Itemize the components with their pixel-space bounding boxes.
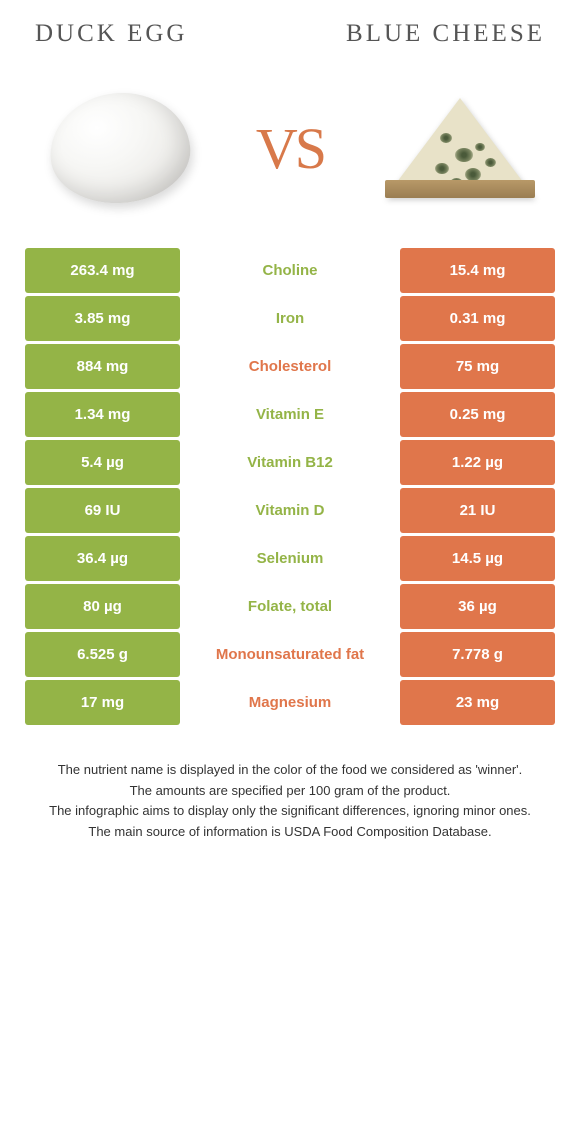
right-value: 0.25 mg (400, 392, 555, 437)
left-value: 36.4 µg (25, 536, 180, 581)
nutrient-label: Choline (180, 262, 400, 279)
table-row: 3.85 mgIron0.31 mg (25, 296, 555, 341)
vs-label: VS (256, 115, 324, 182)
right-value: 75 mg (400, 344, 555, 389)
nutrient-label: Magnesium (180, 694, 400, 711)
right-value: 7.778 g (400, 632, 555, 677)
footnote: The nutrient name is displayed in the co… (35, 760, 545, 780)
right-value: 14.5 µg (400, 536, 555, 581)
nutrient-label: Vitamin E (180, 406, 400, 423)
footnote: The amounts are specified per 100 gram o… (35, 781, 545, 801)
left-value: 1.34 mg (25, 392, 180, 437)
table-row: 80 µgFolate, total36 µg (25, 584, 555, 629)
right-value: 23 mg (400, 680, 555, 725)
right-value: 15.4 mg (400, 248, 555, 293)
left-food-title: Duck egg (35, 20, 187, 48)
nutrient-label: Iron (180, 310, 400, 327)
duck-egg-image (35, 78, 205, 218)
left-value: 3.85 mg (25, 296, 180, 341)
left-value: 6.525 g (25, 632, 180, 677)
nutrient-label: Cholesterol (180, 358, 400, 375)
table-row: 263.4 mgCholine15.4 mg (25, 248, 555, 293)
table-row: 69 IUVitamin D21 IU (25, 488, 555, 533)
footnote: The main source of information is USDA F… (35, 822, 545, 842)
blue-cheese-image (375, 78, 545, 218)
right-food-title: Blue cheese (346, 20, 545, 48)
right-value: 0.31 mg (400, 296, 555, 341)
table-row: 884 mgCholesterol75 mg (25, 344, 555, 389)
right-value: 1.22 µg (400, 440, 555, 485)
nutrient-label: Monounsaturated fat (180, 646, 400, 663)
table-row: 1.34 mgVitamin E0.25 mg (25, 392, 555, 437)
left-value: 884 mg (25, 344, 180, 389)
nutrient-label: Folate, total (180, 598, 400, 615)
nutrient-label: Vitamin D (180, 502, 400, 519)
left-value: 69 IU (25, 488, 180, 533)
comparison-table: 263.4 mgCholine15.4 mg3.85 mgIron0.31 mg… (25, 248, 555, 725)
left-value: 263.4 mg (25, 248, 180, 293)
left-value: 80 µg (25, 584, 180, 629)
table-row: 5.4 µgVitamin B121.22 µg (25, 440, 555, 485)
left-value: 5.4 µg (25, 440, 180, 485)
header: Duck egg Blue cheese (25, 20, 555, 48)
left-value: 17 mg (25, 680, 180, 725)
table-row: 6.525 gMonounsaturated fat7.778 g (25, 632, 555, 677)
image-row: VS (25, 78, 555, 218)
table-row: 36.4 µgSelenium14.5 µg (25, 536, 555, 581)
table-row: 17 mgMagnesium23 mg (25, 680, 555, 725)
footer-notes: The nutrient name is displayed in the co… (25, 760, 555, 841)
footnote: The infographic aims to display only the… (35, 801, 545, 821)
right-value: 36 µg (400, 584, 555, 629)
nutrient-label: Selenium (180, 550, 400, 567)
nutrient-label: Vitamin B12 (180, 454, 400, 471)
right-value: 21 IU (400, 488, 555, 533)
